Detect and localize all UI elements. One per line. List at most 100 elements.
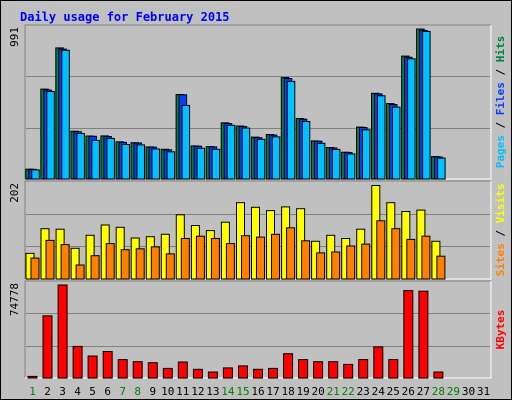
x-tick-label-day-26: 26 xyxy=(402,385,415,398)
bar-sites-day-15 xyxy=(241,235,250,280)
bar-sites-day-25 xyxy=(391,228,401,280)
bar-sites-day-27 xyxy=(421,235,431,280)
panel-top: 991 Pages / Files / Hits xyxy=(8,24,507,180)
bar-sites-day-19 xyxy=(301,240,311,280)
bar-sites-day-4 xyxy=(75,264,85,280)
bar-sites-day-16 xyxy=(256,236,265,280)
x-tick-label-day-25: 25 xyxy=(387,385,400,398)
x-tick-label-day-15: 15 xyxy=(236,385,249,398)
x-tick-label-day-18: 18 xyxy=(281,385,294,398)
axis-label-part: Hits xyxy=(494,36,507,63)
bar-kbytes-day-5 xyxy=(87,355,98,379)
axis-label-part: / xyxy=(494,62,507,82)
bar-kbytes-day-19 xyxy=(298,359,309,379)
x-tick-label-day-14: 14 xyxy=(221,385,235,398)
bar-kbytes-day-24 xyxy=(373,346,384,379)
panel-bottom-background xyxy=(25,281,491,378)
bar-sites-day-2 xyxy=(45,239,55,280)
bar-kbytes-day-15 xyxy=(238,365,248,379)
bar-sites-day-14 xyxy=(225,243,235,280)
bar-sites-day-26 xyxy=(406,238,416,280)
panel-bottom-axis-label: KBytes xyxy=(494,310,507,350)
bar-kbytes-day-9 xyxy=(147,362,158,379)
x-tick-label-day-24: 24 xyxy=(372,385,386,398)
x-tick-label-day-6: 6 xyxy=(104,385,111,398)
bar-pages-day-26 xyxy=(407,58,416,180)
bar-pages-day-13 xyxy=(211,148,221,180)
bar-pages-day-15 xyxy=(241,127,251,180)
x-tick-label-day-23: 23 xyxy=(357,385,370,398)
axis-label-part: / xyxy=(494,115,507,135)
bar-pages-day-6 xyxy=(106,137,115,180)
x-tick-label-day-7: 7 xyxy=(119,385,126,398)
bar-pages-day-8 xyxy=(136,144,145,180)
panel-bottom-bevel-dark xyxy=(24,280,491,378)
bar-sites-day-21 xyxy=(331,251,341,280)
bar-kbytes-day-3 xyxy=(57,284,68,379)
axis-label-part: Pages xyxy=(494,135,507,168)
bar-sites-day-28 xyxy=(436,255,446,280)
bar-kbytes-day-11 xyxy=(177,361,188,379)
bar-pages-day-24 xyxy=(377,95,386,180)
panel-bottom-max-label: 74778 xyxy=(8,283,21,316)
bar-pages-day-22 xyxy=(346,153,356,180)
bar-pages-day-1 xyxy=(31,169,40,180)
bar-pages-day-5 xyxy=(91,139,100,180)
bar-kbytes-day-25 xyxy=(388,359,399,379)
x-tick-label-day-12: 12 xyxy=(191,385,204,398)
bar-pages-day-3 xyxy=(61,49,70,180)
bar-sites-day-17 xyxy=(271,233,280,280)
bar-pages-day-27 xyxy=(422,30,431,180)
x-tick-label-day-31: 31 xyxy=(477,385,490,398)
bar-pages-day-16 xyxy=(256,138,266,180)
x-tick-label-day-28: 28 xyxy=(432,385,445,398)
bar-kbytes-day-1 xyxy=(27,375,38,379)
x-tick-label-day-20: 20 xyxy=(311,385,324,398)
bar-sites-day-5 xyxy=(90,255,100,280)
x-tick-label-day-1: 1 xyxy=(29,385,36,398)
panel-top-axis-label: Pages / Files / Hits xyxy=(494,36,507,169)
bar-pages-day-19 xyxy=(301,121,311,180)
bar-pages-day-10 xyxy=(166,151,176,180)
x-tick-label-day-4: 4 xyxy=(74,385,81,398)
bar-kbytes-day-7 xyxy=(117,359,128,379)
x-tick-label-day-17: 17 xyxy=(266,385,279,398)
axis-label-part: KBytes xyxy=(494,310,507,350)
bar-pages-day-2 xyxy=(46,91,55,180)
bar-kbytes-day-23 xyxy=(358,359,369,379)
panel-middle-max-label: 202 xyxy=(8,183,21,203)
bar-kbytes-day-8 xyxy=(132,361,143,379)
x-tick-label-day-9: 9 xyxy=(149,385,156,398)
x-tick-label-day-13: 13 xyxy=(206,385,219,398)
bar-pages-day-9 xyxy=(151,148,160,180)
bar-pages-day-4 xyxy=(76,133,85,180)
bar-sites-day-22 xyxy=(346,245,356,280)
panel-middle: 202 Sites / Visits xyxy=(8,180,507,280)
bar-pages-day-21 xyxy=(331,149,341,180)
bar-sites-day-9 xyxy=(150,246,160,280)
bar-pages-day-11 xyxy=(181,104,191,180)
bar-kbytes-day-4 xyxy=(72,345,83,379)
bar-pages-day-14 xyxy=(226,124,236,180)
bar-sites-day-20 xyxy=(316,252,326,280)
bar-pages-day-20 xyxy=(316,142,326,180)
bar-kbytes-day-2 xyxy=(42,315,53,379)
bar-sites-day-6 xyxy=(105,243,115,280)
x-tick-label-day-2: 2 xyxy=(44,385,51,398)
bar-visits-day-4 xyxy=(70,247,80,280)
bar-kbytes-day-16 xyxy=(253,368,263,379)
bar-kbytes-day-14 xyxy=(222,367,233,379)
bar-pages-day-17 xyxy=(271,136,281,180)
bar-kbytes-day-10 xyxy=(162,367,173,379)
axis-label-part: Visits xyxy=(494,184,507,224)
panel-middle-axis-label: Sites / Visits xyxy=(494,184,507,277)
x-tick-label-day-27: 27 xyxy=(417,385,430,398)
bar-sites-day-23 xyxy=(361,243,371,280)
x-tick-label-day-21: 21 xyxy=(327,385,340,398)
bar-sites-day-3 xyxy=(60,244,70,280)
bar-kbytes-day-17 xyxy=(268,367,278,379)
bar-kbytes-day-13 xyxy=(207,371,218,379)
x-tick-label-day-11: 11 xyxy=(176,385,189,398)
